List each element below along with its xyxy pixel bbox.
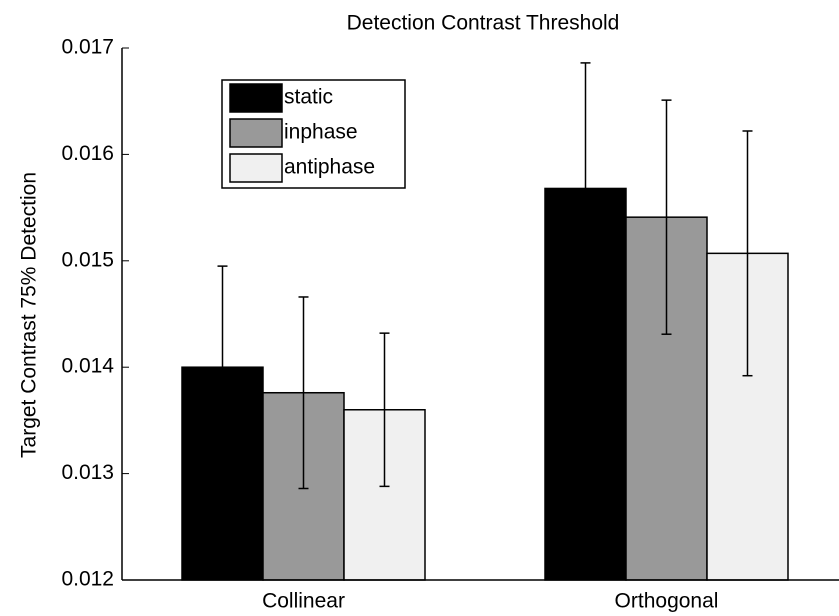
error-bar	[379, 332, 390, 488]
legend-swatch	[229, 83, 283, 113]
y-tick-label: 0.016	[61, 142, 114, 165]
y-tick-label: 0.017	[61, 36, 114, 59]
legend-label: antiphase	[284, 156, 375, 179]
y-tick-label: 0.013	[61, 461, 114, 484]
chart-title: Detection Contrast Threshold	[347, 12, 620, 35]
y-axis-label: Target Contrast 75% Detection	[18, 172, 41, 458]
y-tick-label: 0.012	[61, 568, 114, 591]
y-tick-label: 0.014	[61, 355, 114, 378]
x-tick-label: Collinear	[262, 590, 345, 613]
legend-label: inphase	[284, 121, 358, 144]
error-bar	[580, 62, 591, 315]
error-bar	[298, 296, 309, 490]
y-tick-label: 0.015	[61, 248, 114, 271]
legend-swatch	[229, 118, 283, 148]
error-bar	[661, 99, 672, 335]
legend-label: static	[284, 86, 333, 109]
error-bar	[742, 130, 753, 377]
x-tick-label: Orthogonal	[615, 590, 719, 613]
error-bar	[217, 265, 228, 470]
legend-swatch	[229, 153, 283, 183]
